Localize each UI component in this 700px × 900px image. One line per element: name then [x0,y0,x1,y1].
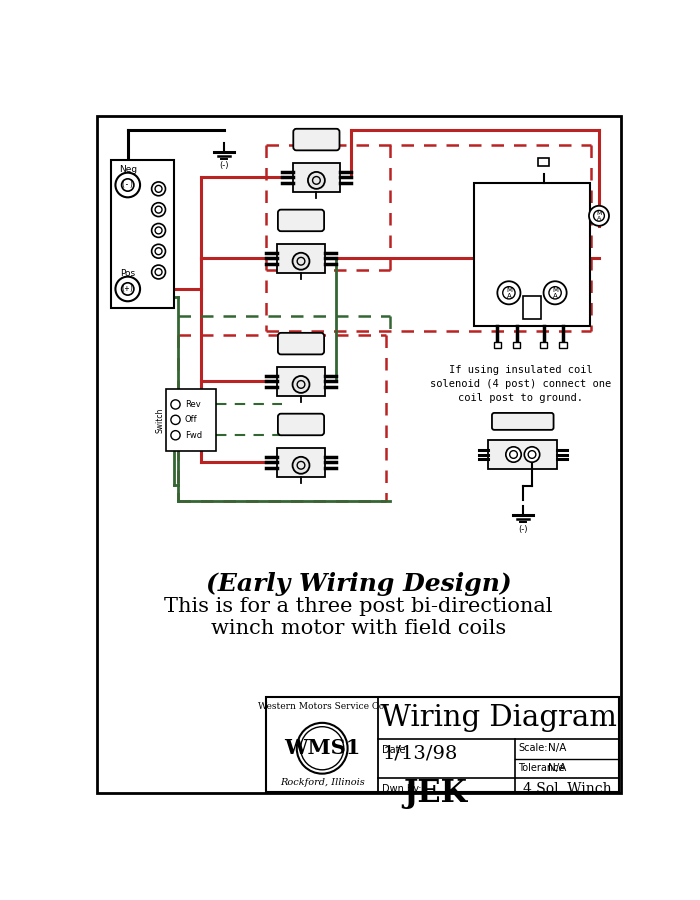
Circle shape [297,381,305,388]
Circle shape [297,462,305,469]
Circle shape [300,726,344,770]
Text: M
A: M A [596,211,602,220]
Bar [494,343,501,348]
Bar [277,366,325,396]
Bar [538,158,549,166]
Text: Neg: Neg [119,165,136,174]
Circle shape [497,282,521,304]
Text: Date:: Date: [382,745,409,755]
Circle shape [171,415,180,425]
Bar [266,697,619,792]
Circle shape [297,723,348,774]
Text: (-): (-) [219,161,229,170]
Text: 4 Sol. Winch: 4 Sol. Winch [523,782,611,796]
FancyBboxPatch shape [278,333,324,355]
Circle shape [122,179,134,191]
Circle shape [528,451,536,458]
Text: Scale:: Scale: [518,742,547,753]
Bar [559,343,567,348]
Circle shape [293,253,309,270]
Circle shape [503,286,515,299]
Text: (-): (-) [518,525,528,534]
Text: Western Motors Service Co.: Western Motors Service Co. [258,702,386,711]
Bar [111,160,174,308]
Text: (+): (+) [121,284,134,293]
Circle shape [524,446,540,463]
Text: 1/13/98: 1/13/98 [383,744,458,762]
Circle shape [155,227,162,234]
Circle shape [122,283,134,295]
Circle shape [594,211,604,221]
Circle shape [297,257,305,266]
Circle shape [155,268,162,275]
Circle shape [293,457,309,473]
Circle shape [506,446,522,463]
Text: (Early Wiring Design): (Early Wiring Design) [206,572,512,596]
Circle shape [152,202,165,217]
Bar [277,447,325,477]
Text: Dwn by:: Dwn by: [382,784,421,794]
FancyBboxPatch shape [492,413,554,430]
Circle shape [589,206,609,226]
Bar [277,244,325,273]
Text: WMS1: WMS1 [284,738,360,759]
Text: N/A: N/A [548,742,566,753]
Circle shape [152,244,165,258]
Text: JEK: JEK [404,778,468,809]
FancyBboxPatch shape [278,414,324,436]
Text: If using insulated coil
solenoid (4 post) connect one
coil post to ground.: If using insulated coil solenoid (4 post… [430,364,611,402]
Text: M
A: M A [506,287,512,299]
Circle shape [155,185,162,193]
Text: Off: Off [185,415,197,424]
Circle shape [155,206,162,213]
Circle shape [116,276,140,302]
Text: Pos: Pos [120,269,135,278]
Bar [475,183,589,326]
Circle shape [510,451,517,458]
Circle shape [549,286,561,299]
Circle shape [293,376,309,393]
Text: Tolerance: Tolerance [518,763,565,773]
Text: N/A: N/A [548,763,566,773]
Circle shape [171,430,180,440]
Circle shape [544,282,567,304]
Text: Rockford, Illinois: Rockford, Illinois [280,778,365,787]
Circle shape [152,266,165,279]
Bar [523,296,541,320]
Circle shape [312,176,321,184]
Text: Fwd: Fwd [185,431,202,440]
Circle shape [171,400,180,410]
FancyBboxPatch shape [278,210,324,231]
Bar [293,163,340,192]
Bar [167,389,216,451]
Circle shape [152,223,165,238]
Bar [488,440,557,469]
Text: This is for a three post bi-directional
winch motor with field coils: This is for a three post bi-directional … [164,598,553,638]
Text: Switch: Switch [155,407,164,433]
Bar [540,343,547,348]
Text: M
A: M A [552,287,558,299]
Circle shape [308,172,325,189]
Circle shape [152,182,165,196]
Circle shape [155,248,162,255]
Circle shape [116,173,140,197]
Text: Rev: Rev [185,400,200,409]
Bar [512,343,521,348]
Text: (-): (-) [121,181,134,190]
Text: Wiring Diagram: Wiring Diagram [381,704,617,732]
FancyBboxPatch shape [293,129,340,150]
